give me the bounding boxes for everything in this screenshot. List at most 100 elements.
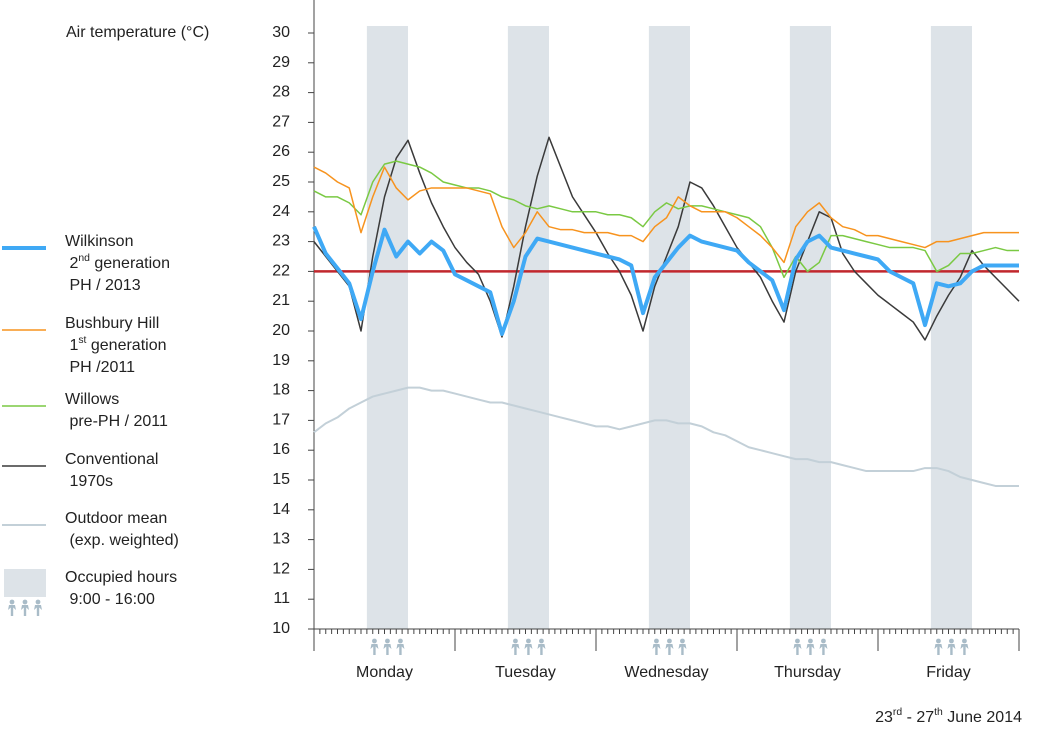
occupant-icon-body (678, 644, 687, 655)
occupant-icon-head (962, 638, 967, 644)
occupant-icon-head (667, 638, 672, 644)
occupant-icon (806, 638, 815, 655)
x-tick-label: Tuesday (495, 664, 556, 681)
x-tick-label: Monday (356, 664, 413, 681)
legend-label: Bushbury Hill 1st generation PH /2011 (65, 315, 167, 376)
legend-label: Wilkinson 2nd generation PH / 2013 (65, 233, 170, 294)
series-line (313, 166, 1019, 264)
y-tick-label: 11 (273, 590, 290, 607)
occupant-icon-head (680, 638, 685, 644)
occupant-icon (396, 638, 405, 655)
occupant-icon (934, 638, 943, 655)
series-line (312, 225, 1019, 336)
y-tick-label: 26 (272, 143, 290, 160)
legend-occupant-icon-body (34, 605, 42, 616)
series-line (313, 136, 1020, 341)
occupant-icon-body (934, 644, 943, 655)
series-line (313, 386, 1019, 487)
y-tick-label: 25 (272, 173, 290, 190)
y-tick-label: 30 (272, 24, 290, 41)
occupant-icon-head (372, 638, 377, 644)
occupant-icon-body (819, 644, 828, 655)
occupant-icon (678, 638, 687, 655)
occupied-band (789, 26, 831, 629)
occupant-icon-head (513, 638, 518, 644)
occupant-icon (511, 638, 520, 655)
y-tick-label: 23 (272, 233, 290, 250)
legend-label: Conventional 1970s (65, 451, 158, 490)
occupied-band (930, 26, 972, 629)
occupant-icon (665, 638, 674, 655)
legend-occupant-icon-head (9, 599, 15, 605)
occupant-icon (383, 638, 392, 655)
y-tick-label: 19 (272, 352, 290, 369)
y-tick-label: 16 (272, 441, 290, 458)
occupant-icon (537, 638, 546, 655)
occupant-icon-body (665, 644, 674, 655)
legend-occupant-icon (21, 599, 29, 616)
occupant-icon-body (537, 644, 546, 655)
occupant-icon-body (370, 644, 379, 655)
legend-swatch (4, 569, 46, 597)
occupant-icon (652, 638, 661, 655)
occupant-icon-head (808, 638, 813, 644)
y-axis-title: Air temperature (°C) (66, 24, 209, 41)
y-tick-label: 27 (272, 114, 290, 131)
y-tick-label: 29 (272, 54, 290, 71)
occupant-icon (793, 638, 802, 655)
occupant-icon-body (652, 644, 661, 655)
occupant-icon-body (396, 644, 405, 655)
y-tick-label: 17 (272, 412, 290, 429)
occupied-band (366, 26, 408, 629)
occupant-icon-body (511, 644, 520, 655)
occupant-icon-head (385, 638, 390, 644)
series-line (313, 160, 1019, 279)
y-tick-label: 21 (272, 292, 290, 309)
occupant-icon-head (936, 638, 941, 644)
y-tick-label: 12 (272, 561, 290, 578)
occupant-icon-head (821, 638, 826, 644)
occupant-icon-head (398, 638, 403, 644)
occupied-band (507, 26, 549, 629)
legend-occupant-icon-body (21, 605, 29, 616)
y-tick-label: 24 (272, 203, 290, 220)
y-tick-label: 10 (272, 620, 290, 637)
occupant-icon-head (949, 638, 954, 644)
y-tick-label: 18 (272, 382, 290, 399)
y-tick-label: 22 (272, 263, 290, 280)
legend-occupant-icon (34, 599, 42, 616)
occupant-icon-body (947, 644, 956, 655)
legend-occupant-icon-head (22, 599, 28, 605)
occupant-icon-head (795, 638, 800, 644)
occupant-icon-body (960, 644, 969, 655)
y-tick-label: 28 (272, 84, 290, 101)
occupant-icon (819, 638, 828, 655)
legend-occupant-icon-body (8, 605, 16, 616)
occupant-icon-head (539, 638, 544, 644)
x-tick-label: Thursday (774, 664, 841, 681)
occupant-icon-body (793, 644, 802, 655)
y-tick-label: 20 (272, 322, 290, 339)
x-axis-title: 23rd - 27th June 2014 (875, 707, 1022, 726)
y-tick-label: 15 (272, 471, 290, 488)
occupant-icon-body (806, 644, 815, 655)
y-tick-label: 14 (272, 501, 290, 518)
occupant-icon (947, 638, 956, 655)
legend-label: Willows pre-PH / 2011 (65, 391, 168, 430)
legend-occupant-icon-head (35, 599, 41, 605)
y-tick-label: 13 (272, 531, 290, 548)
occupant-icon (960, 638, 969, 655)
legend-occupant-icon (8, 599, 16, 616)
legend-label: Occupied hours 9:00 - 16:00 (65, 569, 177, 608)
occupant-icon-body (524, 644, 533, 655)
occupant-icon (370, 638, 379, 655)
occupant-icon (524, 638, 533, 655)
legend-label: Outdoor mean (exp. weighted) (65, 510, 179, 549)
occupant-icon-head (526, 638, 531, 644)
x-tick-label: Friday (926, 664, 970, 681)
occupant-icon-body (383, 644, 392, 655)
x-tick-label: Wednesday (624, 664, 708, 681)
occupied-band (648, 26, 690, 629)
occupant-icon-head (654, 638, 659, 644)
